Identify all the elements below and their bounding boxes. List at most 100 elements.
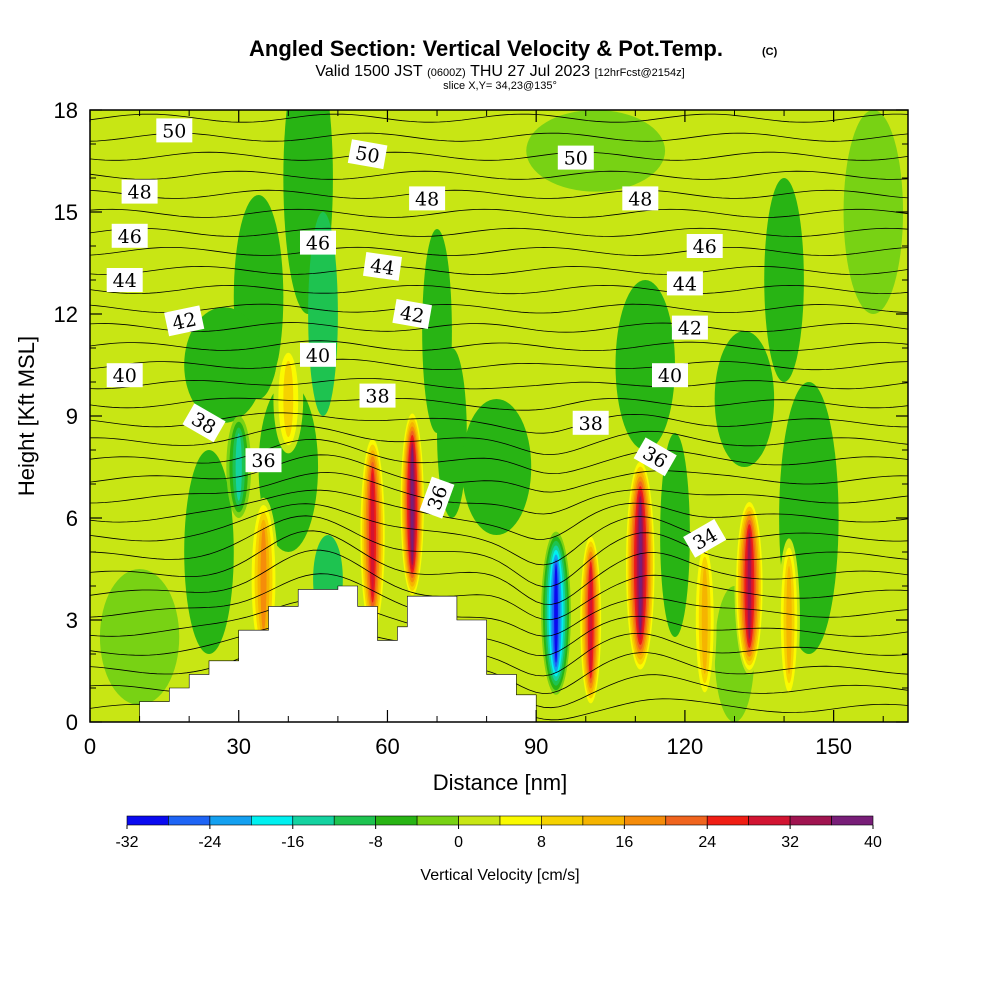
- velocity-area: [99, 569, 180, 705]
- velocity-cell: [554, 563, 558, 663]
- contour-label-text: 42: [398, 302, 426, 328]
- terrain-mask: [139, 585, 537, 722]
- x-tick-label: 90: [524, 734, 548, 759]
- y-tick-label: 9: [66, 404, 78, 429]
- contour-label: 50: [557, 145, 594, 170]
- velocity-area: [714, 331, 775, 467]
- isentrope-line: [90, 530, 908, 605]
- isentrope-line: [90, 549, 908, 621]
- contour-label-text: 42: [170, 309, 198, 336]
- isentrope-line: [90, 284, 908, 295]
- colorbar-swatch: [333, 815, 376, 826]
- colorbar-swatch: [458, 815, 501, 826]
- contour-label: 50: [347, 139, 388, 170]
- colorbar-tick-label: 32: [781, 834, 799, 851]
- isentrope-line: [90, 189, 908, 199]
- velocity-cell: [410, 447, 414, 562]
- subtitle-fcst: [12hrFcst@2154z]: [595, 67, 685, 79]
- contour-label-text: 44: [673, 273, 697, 295]
- contour-label-text: 40: [306, 345, 330, 367]
- contour-label: 48: [409, 186, 446, 211]
- x-tick-label: 120: [667, 734, 704, 759]
- isentrope-line: [90, 438, 908, 475]
- y-tick-label: 6: [66, 506, 78, 531]
- x-tick-label: 60: [375, 734, 399, 759]
- isentrope-line: [90, 227, 908, 237]
- velocity-cell: [638, 500, 642, 631]
- velocity-cell: [283, 360, 294, 438]
- contour-label: 42: [164, 305, 205, 337]
- isentrope-line: [90, 515, 908, 588]
- contour-label-text: 50: [354, 142, 382, 168]
- colorbar-swatch: [831, 815, 874, 826]
- slice-info: slice X,Y= 34,23@135°: [443, 80, 557, 92]
- colorbar-tick-label: -32: [115, 834, 138, 851]
- velocity-shading: [99, 110, 904, 722]
- colorbar-swatch: [582, 815, 625, 826]
- colorbar-tick-label: 8: [537, 834, 546, 851]
- y-tick-label: 15: [54, 200, 78, 225]
- colorbar-swatch: [665, 815, 708, 826]
- contour-label: 38: [359, 383, 396, 408]
- velocity-area: [660, 433, 690, 637]
- contour-label: 42: [392, 299, 433, 329]
- chart-subtitle: Valid 1500 JST (0600Z) THU 27 Jul 2023 […: [315, 63, 684, 80]
- isentrope-line: [90, 503, 908, 566]
- y-tick-label: 12: [54, 302, 78, 327]
- velocity-cell: [235, 433, 242, 501]
- colorbar-swatch: [168, 815, 211, 826]
- contour-label: 50: [156, 118, 193, 143]
- colorbar-tick-label: 0: [454, 834, 463, 851]
- contour-label-text: 42: [678, 318, 702, 340]
- isentrope-line: [90, 246, 908, 256]
- colorbar-tick-label: 24: [698, 834, 716, 851]
- x-tick-label: 0: [84, 734, 96, 759]
- colorbar-swatch: [541, 815, 584, 826]
- contour-label: 42: [671, 315, 708, 340]
- velocity-area: [843, 110, 904, 314]
- velocity-cell: [589, 566, 593, 674]
- colorbar-swatch: [375, 815, 418, 826]
- velocity-area: [461, 399, 532, 535]
- contour-label: 38: [572, 410, 609, 435]
- colorbar-tick-label: -8: [369, 834, 383, 851]
- velocity-area: [184, 450, 234, 654]
- velocity-area: [615, 280, 675, 450]
- pot-temp-contours: [90, 113, 908, 721]
- velocity-cell: [260, 526, 267, 632]
- contour-label: 48: [622, 186, 659, 211]
- colorbar-swatch: [292, 815, 335, 826]
- contour-label-text: 44: [369, 255, 396, 280]
- colorbar-label: Vertical Velocity [cm/s]: [420, 867, 579, 884]
- velocity-area: [437, 348, 467, 518]
- velocity-cell: [747, 532, 752, 640]
- contour-label: 44: [106, 268, 143, 292]
- contour-label: 46: [686, 234, 723, 258]
- isentrope-line: [90, 208, 908, 218]
- x-tick-label: 30: [226, 734, 250, 759]
- isentrope-line: [90, 322, 908, 333]
- velocity-cell: [370, 473, 375, 597]
- contour-label: 40: [300, 342, 336, 367]
- colorbar-tick-label: 16: [615, 834, 633, 851]
- contour-label: 40: [652, 363, 688, 388]
- chart-title: Angled Section: Vertical Velocity & Pot.…: [249, 36, 723, 61]
- contour-label-text: 50: [564, 148, 588, 170]
- velocity-cell: [786, 565, 792, 675]
- contour-label-text: 46: [306, 233, 330, 255]
- contour-label-text: 48: [128, 182, 152, 204]
- subtitle-date: THU 27 Jul 2023: [470, 63, 590, 80]
- contour-label-text: 48: [628, 188, 652, 210]
- contour-label-text: 44: [113, 270, 137, 292]
- subtitle-zulu: (0600Z): [427, 67, 466, 79]
- isentrope-line: [90, 454, 908, 493]
- y-tick-label: 18: [54, 98, 78, 123]
- colorbar-tick-label: -24: [198, 834, 221, 851]
- isentrope-line: [90, 598, 908, 657]
- contour-label-text: 50: [162, 120, 186, 142]
- isentrope-line: [90, 358, 908, 371]
